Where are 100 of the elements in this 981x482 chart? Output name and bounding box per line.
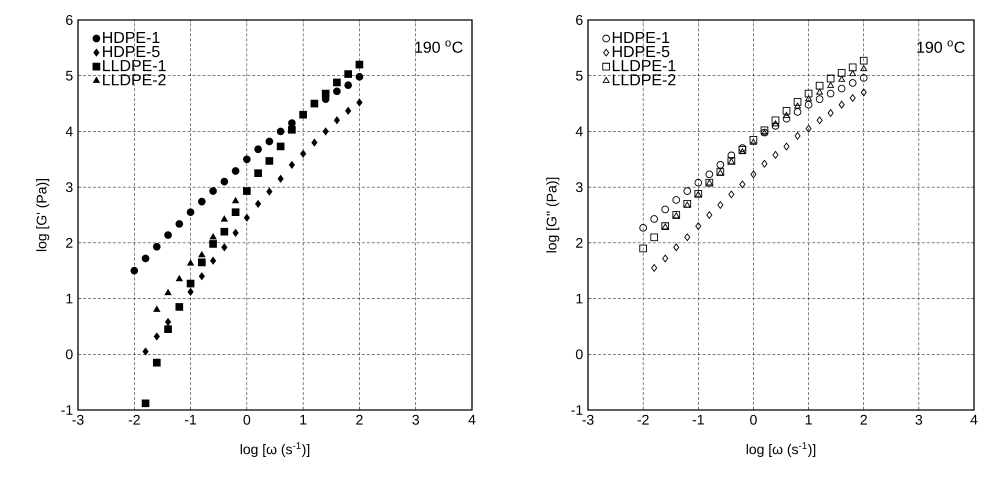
y-tick-label: -1: [571, 405, 582, 415]
point: [232, 167, 240, 175]
point: [210, 233, 216, 240]
point: [243, 187, 251, 195]
point: [164, 325, 172, 334]
y-tick-label: 2: [576, 238, 582, 248]
point: [299, 110, 307, 119]
point: [806, 124, 812, 132]
x-tick-label: 2: [860, 414, 867, 425]
point: [706, 211, 712, 219]
point: [772, 150, 778, 159]
point: [794, 102, 801, 109]
point: [717, 201, 724, 209]
point: [805, 95, 812, 102]
y-tick-label: 1: [576, 294, 582, 304]
x-axis-title: log [ω (s$^{-1}$)]: [746, 442, 816, 458]
point: [772, 122, 780, 130]
point: [782, 106, 790, 115]
point: [695, 222, 702, 230]
point: [850, 94, 856, 102]
point: [164, 231, 172, 239]
point: [860, 56, 868, 65]
point: [300, 150, 306, 158]
point: [165, 318, 172, 326]
point: [356, 72, 364, 81]
legend-label: HDPE-5: [612, 46, 670, 58]
point: [164, 289, 172, 296]
point: [848, 64, 857, 72]
x-tick-label: -1: [692, 414, 704, 424]
point: [782, 114, 790, 122]
point: [142, 348, 149, 356]
legend-label: LLDPE-1: [103, 60, 166, 72]
point: [288, 119, 296, 127]
y-tick-label: 5: [66, 70, 73, 81]
x-tick-label: 3: [412, 414, 419, 425]
point: [794, 108, 802, 116]
point: [266, 157, 274, 165]
x-tick-label: 0: [750, 414, 757, 425]
point: [345, 106, 352, 115]
point: [186, 280, 194, 288]
point: [828, 109, 834, 117]
point: [333, 87, 341, 96]
x-tick-label: 3: [916, 414, 922, 425]
point: [816, 116, 823, 124]
y-tick-label: 6: [66, 15, 73, 25]
point: [639, 244, 647, 252]
point: [826, 74, 834, 82]
point: [255, 200, 262, 208]
x-tick-label: -2: [638, 414, 649, 425]
point: [639, 224, 647, 232]
point: [198, 272, 205, 280]
point: [761, 160, 768, 168]
point: [220, 216, 228, 222]
point: [198, 198, 206, 206]
point: [728, 152, 736, 160]
point: [860, 88, 867, 96]
y-axis-title: log [G'' (Pa)]: [546, 178, 560, 252]
x-tick-label: 1: [300, 414, 306, 424]
x-tick-label: 0: [244, 414, 250, 425]
point: [311, 138, 318, 146]
point: [750, 138, 757, 145]
x-tick-label: -3: [582, 414, 594, 425]
y-tick-label: 4: [576, 126, 583, 136]
legend-label: HDPE-1: [103, 32, 160, 43]
point: [188, 288, 194, 296]
point: [650, 215, 658, 223]
y-tick-label: 1: [66, 294, 72, 304]
point: [662, 254, 668, 262]
point: [826, 90, 834, 98]
point: [716, 161, 724, 169]
point: [356, 60, 364, 68]
point: [334, 116, 340, 124]
point: [333, 78, 341, 86]
point: [322, 90, 330, 98]
point: [772, 120, 779, 126]
point: [221, 243, 228, 252]
point: [672, 196, 680, 204]
point: [651, 264, 658, 272]
point: [220, 178, 228, 186]
point: [738, 146, 746, 154]
point: [738, 144, 746, 152]
point: [209, 240, 217, 248]
x-tick-label: 4: [468, 414, 476, 424]
point: [266, 138, 274, 146]
y-tick-label: 3: [576, 182, 583, 192]
y-tick-label: 5: [576, 70, 583, 81]
point: [750, 136, 758, 144]
point: [209, 187, 217, 195]
point: [683, 187, 692, 195]
x-tick-label: -1: [184, 414, 196, 424]
x-axis-title: log [ω (s$^{-1}$)]: [240, 442, 310, 458]
legend-label: LLDPE-2: [103, 74, 166, 86]
point: [784, 142, 790, 150]
point: [210, 256, 216, 265]
point: [816, 82, 824, 90]
point: [794, 98, 802, 106]
point: [254, 145, 262, 154]
point: [650, 233, 658, 242]
point: [344, 81, 352, 90]
point: [739, 180, 746, 188]
